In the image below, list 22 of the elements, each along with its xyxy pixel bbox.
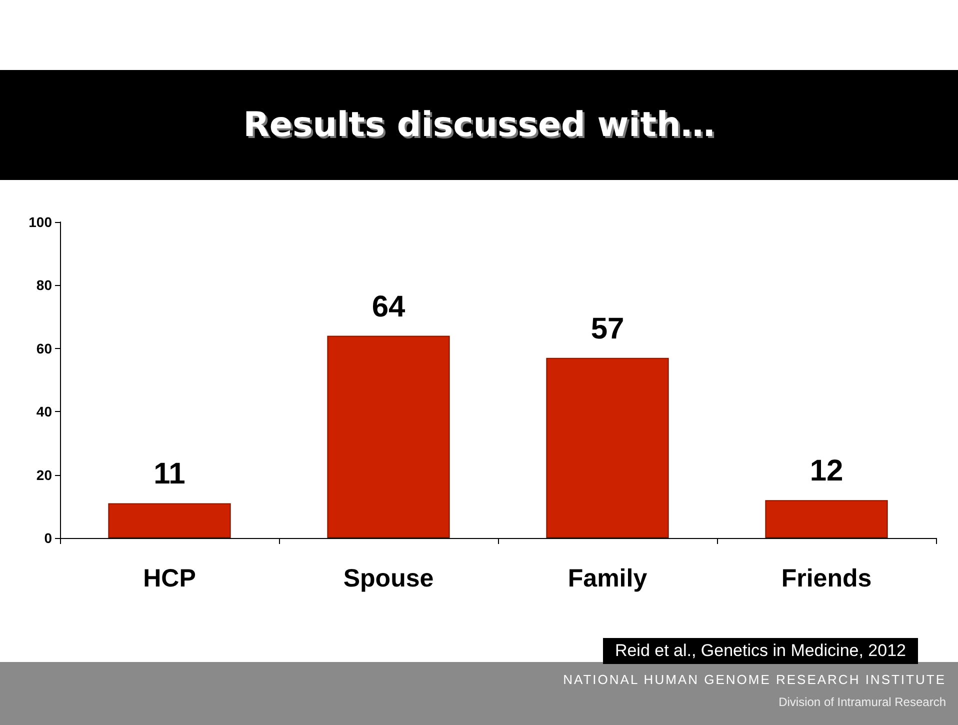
bar: [327, 336, 450, 538]
x-tick-label: Friends: [781, 564, 872, 592]
text: Division of Intramural Research: [778, 695, 946, 709]
data-label: 12: [810, 454, 844, 488]
bar: [546, 358, 669, 538]
x-tick-label: Family: [568, 564, 648, 592]
y-tick-label: 0: [44, 530, 52, 546]
x-tick-label: HCP: [143, 564, 196, 592]
text: Reid et al., Genetics in Medicine, 2012: [602, 638, 918, 664]
y-tick-label: 40: [36, 404, 52, 420]
bar: [765, 500, 888, 538]
text: NATIONAL HUMAN GENOME RESEARCH INSTITUTE: [563, 672, 946, 687]
y-tick-label: 60: [36, 340, 52, 356]
data-label: 57: [590, 312, 624, 346]
x-tick-label: Spouse: [343, 564, 434, 592]
y-tick-label: 100: [28, 214, 52, 230]
y-tick-label: 80: [36, 277, 52, 294]
data-label: 64: [372, 290, 406, 324]
y-tick-label: 20: [36, 466, 52, 483]
data-label: 11: [154, 458, 186, 491]
bar: [108, 503, 231, 538]
chart-title: Results discussed with…: [0, 70, 958, 180]
